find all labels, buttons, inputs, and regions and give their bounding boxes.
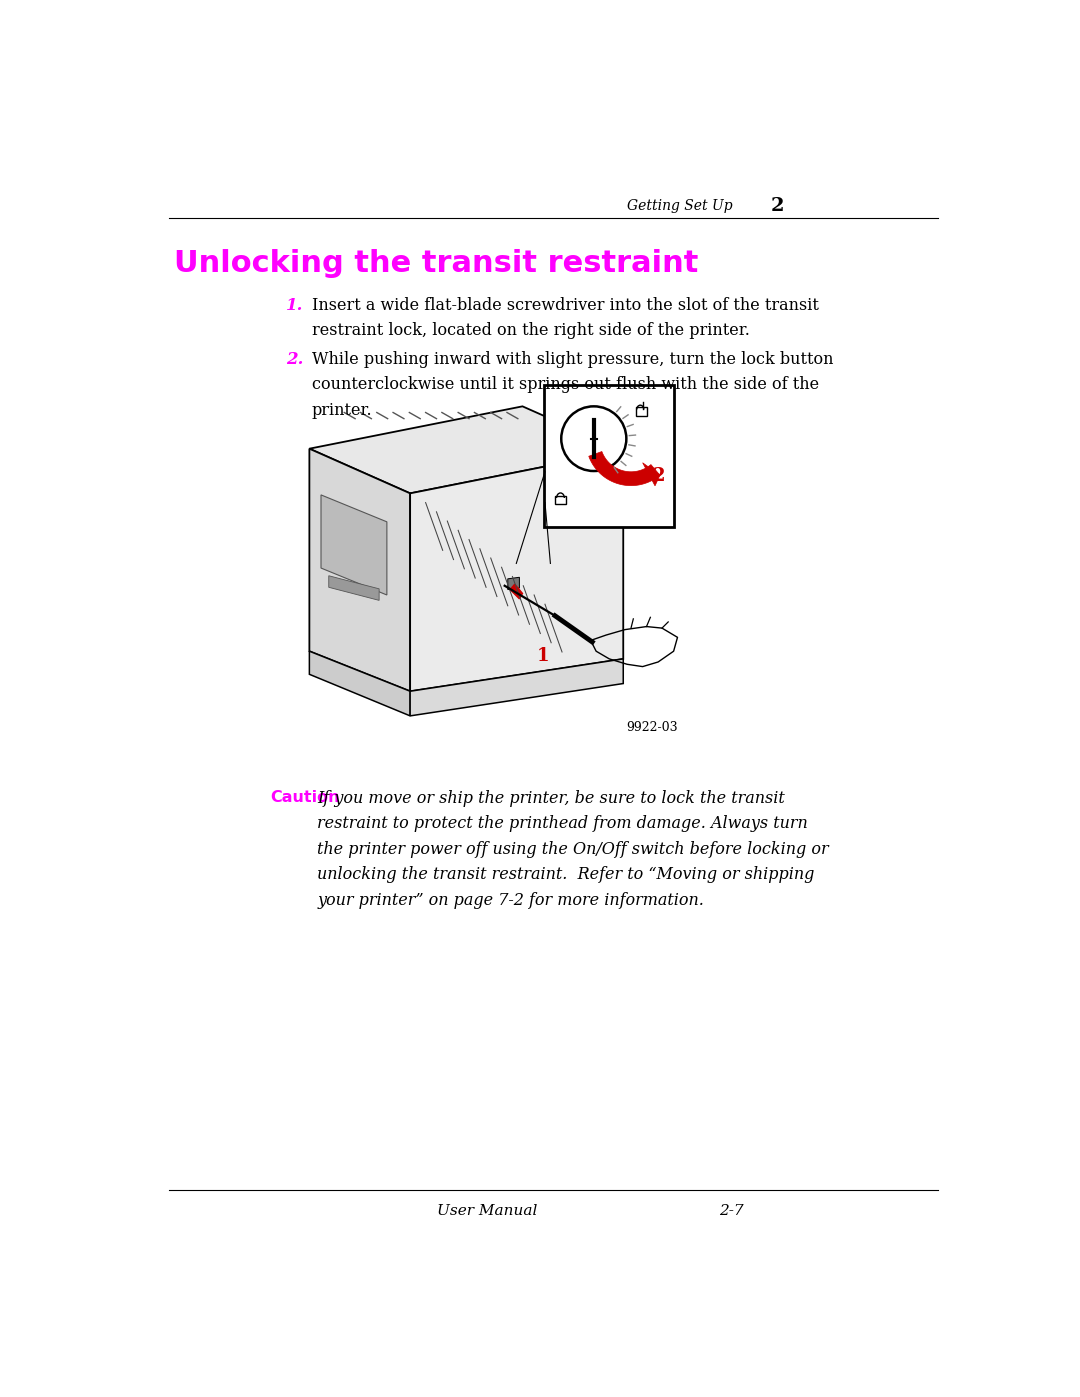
Text: If you move or ship the printer, be sure to lock the transit
restraint to protec: If you move or ship the printer, be sure… [318, 789, 828, 908]
Text: Unlocking the transit restraint: Unlocking the transit restraint [174, 250, 698, 278]
Polygon shape [321, 495, 387, 595]
Polygon shape [309, 651, 410, 715]
Text: 9922-03: 9922-03 [626, 721, 677, 733]
Text: While pushing inward with slight pressure, turn the lock button
counterclockwise: While pushing inward with slight pressur… [312, 351, 833, 419]
Text: 2-7: 2-7 [719, 1204, 744, 1218]
Bar [636, 407, 647, 415]
Bar [544, 384, 674, 527]
Text: Caution: Caution [271, 789, 340, 805]
Polygon shape [410, 451, 623, 692]
Text: Getting Set Up: Getting Set Up [627, 200, 732, 214]
Polygon shape [589, 451, 660, 486]
Text: User Manual: User Manual [437, 1204, 538, 1218]
Polygon shape [643, 462, 660, 486]
Text: 2: 2 [770, 197, 784, 215]
Text: 1: 1 [537, 647, 550, 665]
Polygon shape [309, 448, 410, 692]
Polygon shape [328, 576, 379, 601]
Text: 2.: 2. [286, 351, 303, 367]
Polygon shape [410, 659, 623, 715]
Bar [555, 496, 566, 504]
Polygon shape [510, 584, 523, 599]
Polygon shape [508, 577, 519, 590]
Text: Insert a wide flat-blade screwdriver into the slot of the transit
restraint lock: Insert a wide flat-blade screwdriver int… [312, 298, 819, 339]
Circle shape [562, 407, 626, 471]
Text: 2: 2 [652, 467, 665, 485]
Polygon shape [309, 407, 623, 493]
Text: 1.: 1. [286, 298, 303, 314]
